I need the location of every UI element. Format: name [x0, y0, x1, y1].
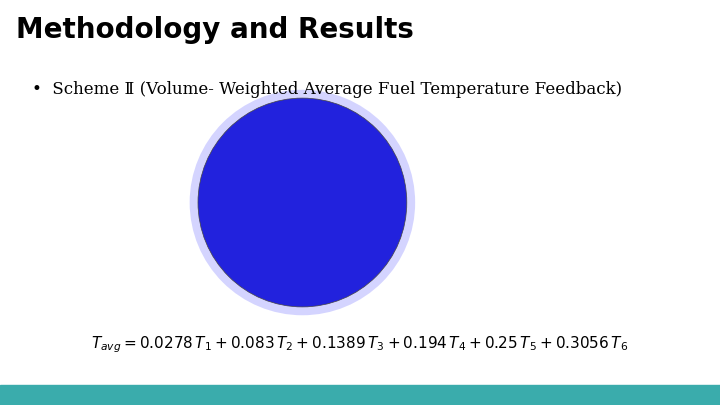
Bar [0, 385, 720, 405]
Text: $T_{avg} = 0.0278\,T_1 + 0.083\,T_2 + 0.1389\,T_3 + 0.194\,T_4 + 0.25\,T_5 + 0.3: $T_{avg} = 0.0278\,T_1 + 0.083\,T_2 + 0.… [91, 334, 629, 355]
Ellipse shape [219, 119, 386, 286]
Ellipse shape [287, 187, 318, 218]
Text: •  Scheme Ⅱ (Volume- Weighted Average Fuel Temperature Feedback): • Scheme Ⅱ (Volume- Weighted Average Fue… [32, 81, 623, 98]
Ellipse shape [213, 113, 392, 292]
Ellipse shape [256, 157, 348, 248]
Ellipse shape [198, 98, 407, 307]
Text: Methodology and Results: Methodology and Results [16, 16, 414, 44]
Ellipse shape [189, 90, 415, 315]
Ellipse shape [231, 132, 374, 273]
Ellipse shape [271, 171, 333, 234]
Ellipse shape [244, 144, 361, 261]
